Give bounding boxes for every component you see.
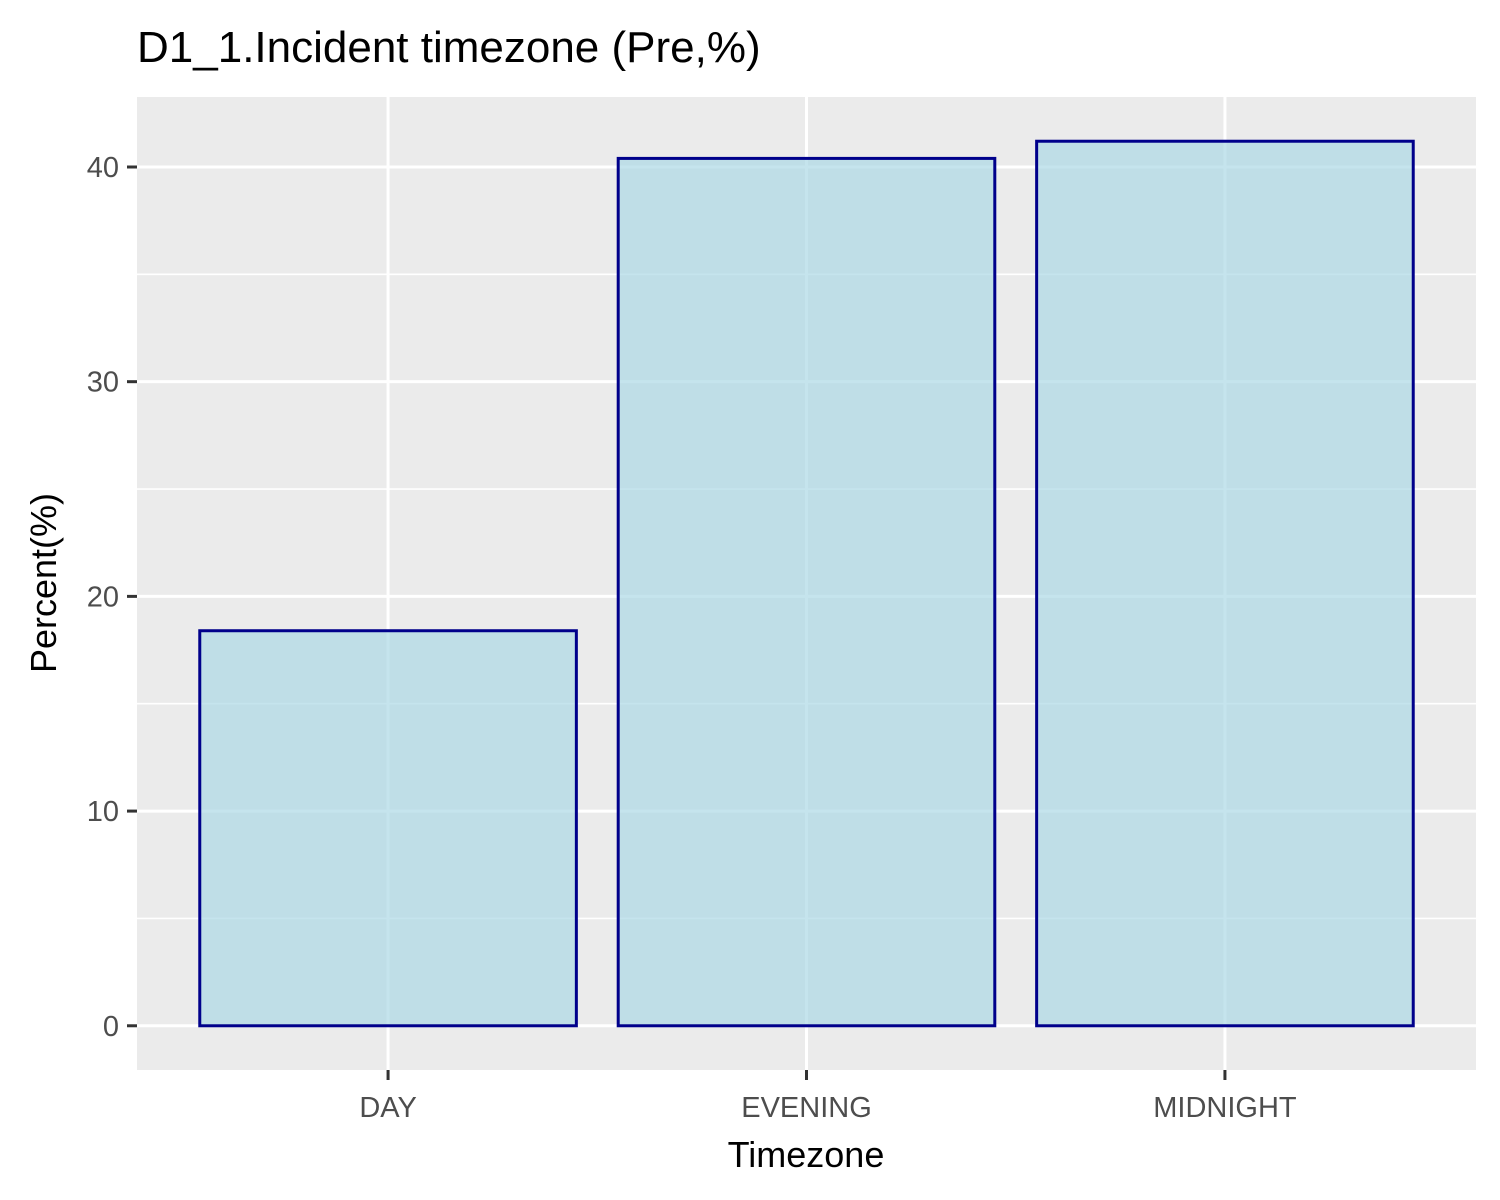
x-axis: DAY EVENING MIDNIGHT	[359, 1070, 1297, 1124]
y-tick-label: 10	[87, 796, 119, 828]
bar-day	[198, 629, 578, 1028]
chart-title: D1_1.Incident timezone (Pre,%)	[137, 23, 761, 72]
y-tick-label: 40	[87, 152, 119, 184]
bars	[198, 139, 1415, 1028]
x-tick-label: EVENING	[741, 1092, 872, 1124]
bar-midnight	[1035, 139, 1415, 1028]
x-tick-label: DAY	[359, 1092, 416, 1124]
y-tick-label: 20	[87, 581, 119, 613]
y-tick-label: 0	[103, 1011, 119, 1043]
bar-evening	[616, 156, 997, 1028]
y-tick-label: 30	[87, 367, 119, 399]
y-axis-title: Percent(%)	[23, 493, 64, 673]
x-tick-label: MIDNIGHT	[1153, 1092, 1297, 1124]
y-axis: 0 10 20 30 40	[87, 152, 137, 1043]
x-axis-title: Timezone	[728, 1134, 885, 1175]
